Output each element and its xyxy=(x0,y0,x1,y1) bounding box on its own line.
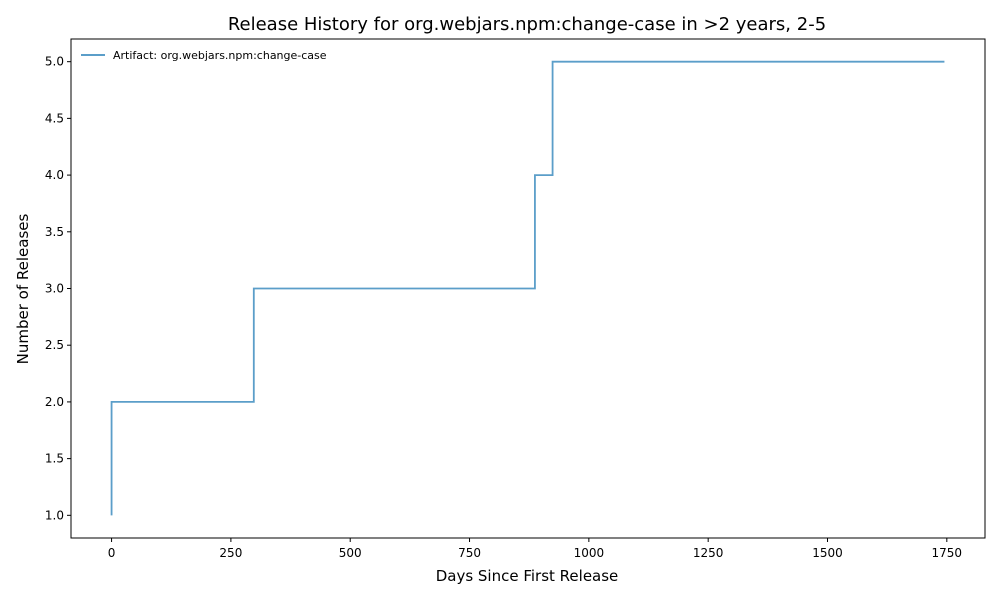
y-tick-label: 2.0 xyxy=(45,395,64,409)
legend-label: Artifact: org.webjars.npm:change-case xyxy=(113,49,327,62)
y-axis-ticks: 1.0 1.5 2.0 2.5 3.0 3.5 4.0 4.5 5.0 xyxy=(45,55,71,522)
series-step-line xyxy=(110,60,945,516)
x-tick-label: 1750 xyxy=(932,546,963,560)
y-tick-label: 3.5 xyxy=(45,225,64,239)
x-tick-label: 250 xyxy=(219,546,242,560)
y-tick-label: 1.5 xyxy=(45,452,64,466)
x-tick-label: 500 xyxy=(339,546,362,560)
series-layer xyxy=(110,60,945,516)
y-tick-label: 4.0 xyxy=(45,168,64,182)
y-tick-label: 1.0 xyxy=(45,508,64,522)
x-axis-label: Days Since First Release xyxy=(436,567,619,585)
legend: Artifact: org.webjars.npm:change-case xyxy=(81,49,327,62)
x-tick-label: 1500 xyxy=(812,546,843,560)
x-axis-ticks: 0 250 500 750 1000 1250 1500 1750 xyxy=(108,538,962,560)
x-tick-label: 0 xyxy=(108,546,116,560)
y-tick-label: 4.5 xyxy=(45,111,64,125)
y-axis-label: Number of Releases xyxy=(14,213,32,364)
y-tick-label: 5.0 xyxy=(45,55,64,69)
y-tick-label: 2.5 xyxy=(45,338,64,352)
x-tick-label: 750 xyxy=(458,546,481,560)
x-tick-label: 1000 xyxy=(574,546,605,560)
y-tick-label: 3.0 xyxy=(45,282,64,296)
x-tick-label: 1250 xyxy=(693,546,724,560)
chart-title: Release History for org.webjars.npm:chan… xyxy=(228,14,826,35)
